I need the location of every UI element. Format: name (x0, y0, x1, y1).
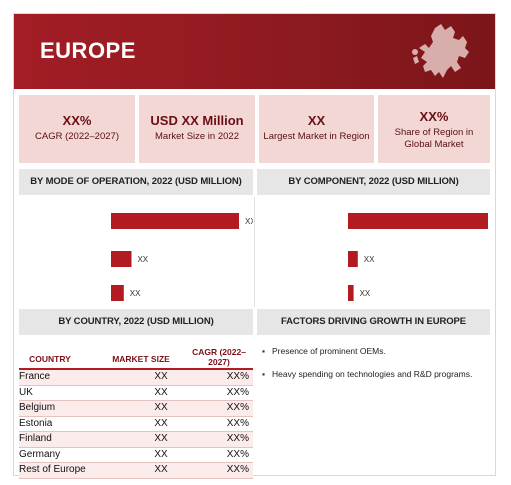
infographic: EUROPE XX% CAGR (2022–2027) USD XX Milli… (13, 13, 496, 479)
country-table: COUNTRY MARKET SIZE CAGR (2022–2027) Fra… (19, 346, 253, 479)
factor-item: Presence of prominent OEMs. (260, 346, 490, 357)
table-cell: XX (154, 371, 168, 382)
bar (111, 213, 239, 229)
table-cell: XX (154, 417, 168, 429)
table-cell: XX% (226, 417, 249, 429)
region-title: EUROPE (40, 38, 136, 63)
table-cell: XX (154, 433, 168, 444)
stat-global-share: XX% Share of Region in Global Market (378, 95, 490, 163)
table-cell: Finland (19, 433, 52, 444)
table-cell: XX (154, 402, 168, 413)
table-cell: XX% (226, 464, 249, 475)
stat-cagr: XX% CAGR (2022–2027) (19, 95, 135, 163)
stat-value: USD XX Million (150, 113, 244, 128)
table-row: France XX XX% (19, 370, 253, 386)
column-header: CAGR (2022–2027) (192, 347, 246, 367)
stat-label: CAGR (2022–2027) (35, 131, 119, 142)
table-cell: Estonia (19, 417, 53, 429)
bar (348, 285, 354, 301)
table-cell: XX% (226, 402, 249, 413)
bar-data-label: XX (130, 289, 141, 298)
table-cell: XX (154, 448, 168, 460)
factors-title: FACTORS DRIVING GROWTH IN EUROPE (257, 309, 490, 335)
table-row: Rest of Europe XX XX% (19, 463, 253, 479)
bar-data-label: XX (137, 255, 148, 264)
stat-label: Share of Region in Global Market (394, 127, 474, 150)
table-cell: Germany (19, 448, 61, 460)
table-row: Finland XX XX% (19, 432, 253, 448)
table-row: Germany XX XX% (19, 448, 253, 463)
table-cell: Belgium (19, 402, 56, 413)
bar (348, 251, 358, 267)
table-cell: XX (154, 386, 168, 398)
bar (348, 213, 488, 229)
growth-factors: Presence of prominent OEMs. Heavy spendi… (260, 346, 490, 392)
table-row: Estonia XX XX% (19, 417, 253, 432)
stat-value: XX% (419, 109, 449, 124)
country-table-title: BY COUNTRY, 2022 (USD MILLION) (19, 309, 253, 335)
title-banner: EUROPE (14, 14, 495, 89)
table-row: UK XX XX% (19, 386, 253, 401)
table-header: COUNTRY MARKET SIZE CAGR (2022–2027) (19, 346, 253, 370)
table-row: Belgium XX XX% (19, 401, 253, 417)
stat-label: Largest Market in Region (263, 131, 370, 142)
europe-map-icon (412, 24, 469, 78)
bar (111, 285, 124, 301)
table-cell: Rest of Europe (19, 464, 86, 475)
table-cell: France (19, 371, 51, 382)
factor-item: Heavy spending on technologies and R&D p… (260, 369, 490, 380)
column-header: COUNTRY (29, 354, 71, 364)
bar-data-label: XX (245, 217, 253, 226)
bar-data-label: XX (364, 255, 375, 264)
mode-of-operation-chart: XX XX XX (111, 213, 253, 301)
mode-chart-title: BY MODE OF OPERATION, 2022 (USD MILLION) (19, 169, 253, 195)
table-cell: XX% (226, 448, 249, 460)
table-cell: XX% (226, 386, 249, 398)
table-cell: XX% (226, 371, 249, 382)
stat-label: Market Size in 2022 (155, 131, 239, 142)
bar (111, 251, 132, 267)
chart-divider (254, 197, 255, 307)
stat-largest-market: XX Largest Market in Region (259, 95, 374, 163)
bar-data-label: XX (360, 289, 371, 298)
component-chart-title: BY COMPONENT, 2022 (USD MILLION) (257, 169, 490, 195)
table-cell: UK (19, 386, 33, 398)
stat-value: XX% (62, 113, 92, 128)
key-stats: XX% CAGR (2022–2027) USD XX Million Mark… (19, 95, 490, 163)
column-header: MARKET SIZE (112, 354, 170, 364)
stat-value: XX (307, 113, 326, 128)
table-body: France XX XX% UK XX XX% Belgium XX XX% Estonia XX X… (19, 370, 253, 479)
stat-market-size: USD XX Million Market Size in 2022 (139, 95, 255, 163)
table-cell: XX (154, 464, 168, 475)
table-cell: XX% (226, 433, 249, 444)
